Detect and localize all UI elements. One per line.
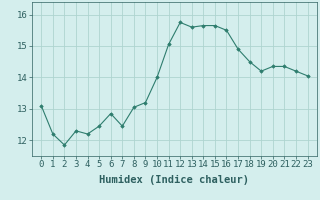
- X-axis label: Humidex (Indice chaleur): Humidex (Indice chaleur): [100, 175, 249, 185]
